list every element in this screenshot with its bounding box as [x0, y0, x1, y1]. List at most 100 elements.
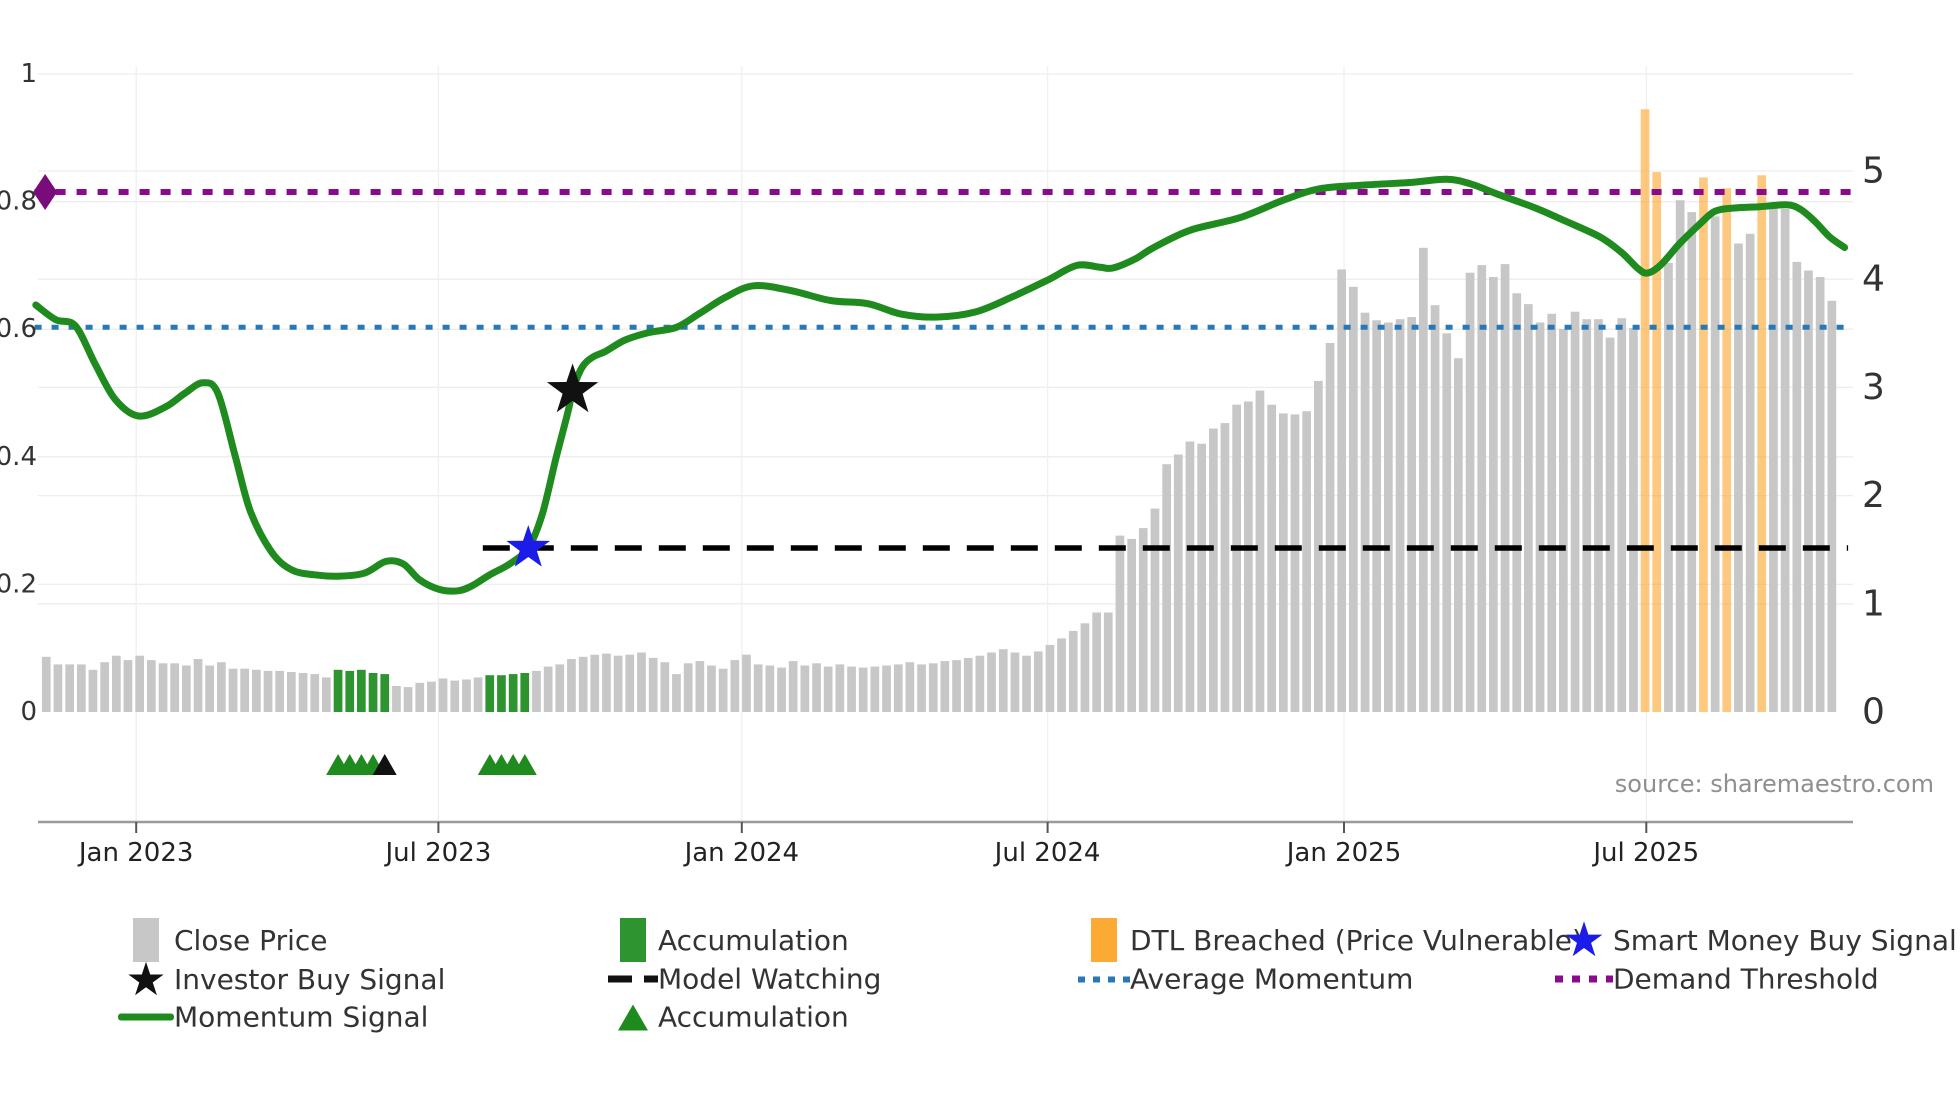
close-price-bar: [1582, 319, 1592, 712]
close-price-bar: [1302, 411, 1311, 712]
close-price-bar: [65, 664, 74, 712]
close-price-bar: [1500, 264, 1510, 712]
close-price-bar: [1220, 423, 1230, 712]
close-price-bar: [1547, 313, 1557, 712]
legend-item-model-watching: Model Watching: [608, 963, 881, 996]
accumulation-bar: [345, 670, 355, 712]
close-price-bar: [928, 663, 938, 712]
close-price-bar: [1080, 623, 1090, 712]
close-price-bar: [1384, 322, 1393, 712]
left-axis-tick-label: 0.8: [0, 187, 37, 217]
accumulation-bar: [508, 674, 518, 712]
close-price-bar: [1290, 414, 1300, 712]
close-price-bar: [1524, 304, 1533, 712]
close-price-bar: [893, 664, 903, 712]
x-axis-tick-label: Jan 2023: [77, 838, 194, 868]
close-price-bar: [1804, 270, 1813, 712]
close-price-bar: [112, 655, 121, 712]
dtl-breached-bar: [1652, 172, 1662, 713]
legend-item-smart-money-buy-signal: ★ Smart Money Buy Signal: [1555, 912, 1956, 968]
close-price-bar: [730, 660, 740, 712]
close-price-bar: [1407, 317, 1416, 712]
close-price-bar: [765, 665, 775, 712]
close-price-bar: [532, 670, 541, 712]
blue-dots-icon: [1078, 976, 1130, 982]
close-price-bar: [800, 665, 810, 712]
close-price-bar: [473, 677, 483, 712]
close-price-bar: [707, 665, 716, 712]
right-axis-tick-label: 2: [1862, 475, 1885, 516]
close-price-bar: [683, 663, 693, 712]
left-axis-tick-label: 0.4: [0, 442, 37, 472]
x-axis-tick-label: Jan 2024: [683, 838, 800, 868]
legend-item-close-price: Close Price: [118, 918, 327, 962]
source-attribution: source: sharemaestro.com: [1614, 770, 1934, 798]
close-price-bar: [1687, 212, 1697, 712]
blue-star-icon: ★: [1562, 912, 1606, 968]
close-price-bar: [602, 653, 611, 712]
legend-item-demand-threshold: Demand Threshold: [1555, 963, 1879, 996]
accumulation-bar: [520, 673, 530, 712]
purple-dots-icon: [1555, 975, 1613, 983]
close-price-bar: [1045, 644, 1055, 712]
accumulation-bar: [497, 675, 506, 712]
green-bar-icon: [608, 918, 658, 962]
close-price-bar: [170, 663, 179, 712]
close-price-bar: [1629, 327, 1638, 712]
black-star-icon: ★: [125, 952, 167, 1006]
close-price-bar: [275, 670, 284, 712]
legend-item-average-momentum: Average Momentum: [1078, 963, 1413, 996]
close-price-bar: [1465, 272, 1475, 712]
close-price-bar: [1605, 337, 1615, 712]
close-price-bar: [392, 686, 401, 712]
demand-threshold-anchor-icon: [33, 174, 58, 211]
close-price-bar: [462, 679, 471, 712]
close-price-bar: [1745, 233, 1755, 713]
close-price-bar: [858, 667, 868, 712]
close-price-bar: [835, 664, 845, 712]
close-price-bar: [310, 674, 320, 712]
close-price-bar: [135, 655, 144, 712]
legend-label: Demand Threshold: [1613, 962, 1879, 996]
close-price-bar: [1022, 655, 1031, 712]
close-price-bar: [252, 669, 261, 712]
close-price-bar: [1057, 638, 1066, 712]
close-price-bar: [1430, 305, 1440, 712]
close-price-bar: [1570, 311, 1580, 712]
close-price-bar: [917, 664, 926, 712]
close-price-bar: [1197, 443, 1206, 712]
close-price-bar: [438, 678, 448, 712]
accumulation-bar: [380, 674, 390, 712]
close-price-bar: [1232, 404, 1241, 712]
close-price-bar: [1827, 300, 1837, 712]
close-price-bar: [147, 660, 156, 712]
legend-item-accumulation-bar: Accumulation: [608, 918, 849, 962]
legend-label: DTL Breached (Price Vulnerable): [1130, 923, 1583, 957]
legend-item-momentum-signal: Momentum Signal: [118, 1001, 428, 1034]
right-axis-tick-label: 4: [1862, 259, 1885, 300]
close-price-bar: [695, 661, 705, 712]
momentum-signal-line: [32, 175, 1849, 595]
close-price-bar: [263, 670, 273, 712]
black-triangle-icon: [372, 754, 397, 775]
close-price-bar: [963, 657, 973, 712]
x-axis-tick-label: Jul 2025: [1591, 838, 1699, 868]
close-price-bar: [1442, 333, 1452, 712]
smart-money-buy-signal-star: [506, 525, 551, 567]
close-price-bar: [427, 681, 436, 712]
close-price-bar: [940, 661, 950, 712]
left-axis-tick-label: 1: [20, 59, 37, 89]
close-price-bar: [1594, 319, 1603, 712]
close-price-bar: [1337, 269, 1346, 712]
green-line-icon: [118, 1013, 174, 1021]
close-price-bar: [672, 674, 681, 712]
close-price-bar: [1279, 413, 1288, 712]
close-price-bar: [567, 659, 576, 712]
close-price-bar: [1033, 651, 1043, 712]
accumulation-bar: [368, 673, 378, 712]
close-price-bar: [182, 665, 191, 712]
close-price-bar: [1185, 441, 1195, 712]
legend-label: Model Watching: [658, 962, 882, 996]
